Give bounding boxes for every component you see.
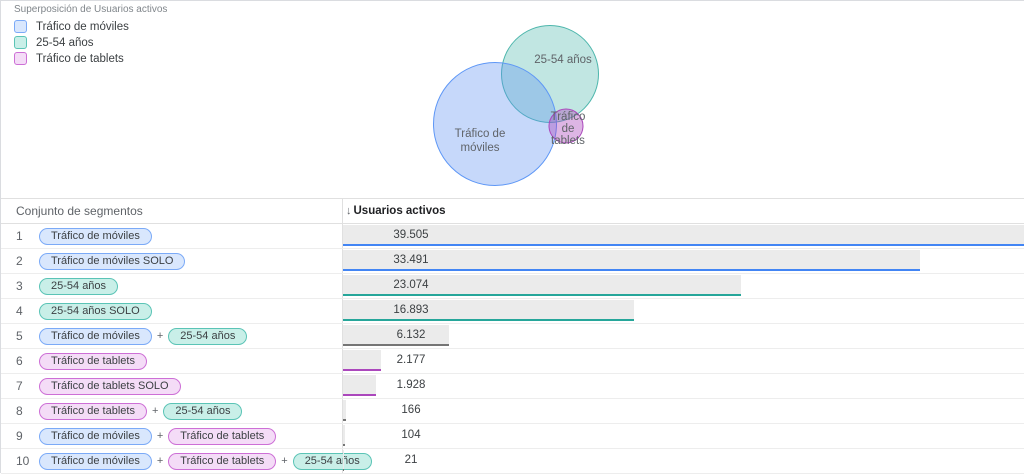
value-label: 6.132 — [343, 324, 479, 347]
venn-circle-trafico-de-moviles[interactable] — [434, 63, 557, 186]
plus-separator: + — [281, 455, 287, 467]
value-label: 166 — [343, 399, 479, 422]
segment-chip[interactable]: 25-54 años SOLO — [39, 303, 152, 320]
value-label: 39.505 — [343, 224, 479, 247]
legend-item-label: Tráfico de móviles — [36, 21, 129, 33]
row-index: 7 — [1, 379, 39, 393]
segment-chip[interactable]: Tráfico de tablets — [39, 403, 147, 420]
value-cell: 33.491 — [343, 249, 1024, 273]
plus-separator: + — [152, 405, 158, 417]
value-label: 21 — [343, 449, 479, 472]
value-cell: 21 — [343, 449, 1024, 473]
legend-swatch-icon — [14, 20, 27, 33]
value-cell: 23.074 — [343, 274, 1024, 298]
value-cell: 39.505 — [343, 224, 1024, 248]
segment-chip[interactable]: Tráfico de tablets — [168, 428, 276, 445]
legend-title: Superposición de Usuarios activos — [14, 4, 167, 15]
segment-chip[interactable]: Tráfico de tablets SOLO — [39, 378, 181, 395]
value-label: 16.893 — [343, 299, 479, 322]
value-cell: 166 — [343, 399, 1024, 423]
plus-separator: + — [157, 455, 163, 467]
value-cell: 16.893 — [343, 299, 1024, 323]
sort-descending-icon[interactable]: ↓ — [346, 205, 352, 217]
row-index: 8 — [1, 404, 39, 418]
plus-separator: + — [157, 430, 163, 442]
row-index: 9 — [1, 429, 39, 443]
legend-items: Tráfico de móviles 25-54 años Tráfico de t… — [14, 20, 167, 65]
column-header-segments: Conjunto de segmentos — [1, 199, 343, 223]
table-header: Conjunto de segmentos ↓ Usuarios activos — [1, 199, 1024, 224]
row-index: 10 — [1, 454, 39, 468]
segment-chip[interactable]: Tráfico de tablets — [168, 453, 276, 470]
value-label: 2.177 — [343, 349, 479, 372]
legend-item[interactable]: Tráfico de móviles — [14, 20, 167, 33]
row-index: 6 — [1, 354, 39, 368]
segment-chip[interactable]: Tráfico de móviles — [39, 328, 152, 345]
row-index: 5 — [1, 329, 39, 343]
legend-item-label: Tráfico de tablets — [36, 53, 124, 65]
segment-chip[interactable]: Tráfico de móviles — [39, 428, 152, 445]
value-label: 104 — [343, 424, 479, 447]
row-index: 1 — [1, 229, 39, 243]
segment-chip[interactable]: 25-54 años — [168, 328, 247, 345]
chart-legend: Superposición de Usuarios activos Tráfic… — [14, 4, 167, 68]
plus-separator: + — [157, 330, 163, 342]
legend-item-label: 25-54 años — [36, 37, 94, 49]
segment-chip[interactable]: Tráfico de tablets — [39, 353, 147, 370]
segment-chip[interactable]: 25-54 años — [163, 403, 242, 420]
segment-chip[interactable]: Tráfico de móviles — [39, 228, 152, 245]
value-label: 1.928 — [343, 374, 479, 397]
value-cell: 1.928 — [343, 374, 1024, 398]
legend-swatch-icon — [14, 52, 27, 65]
segment-chip[interactable]: Tráfico de móviles SOLO — [39, 253, 185, 270]
venn-label-25-54-anos: 25-54 años — [534, 54, 592, 66]
row-index: 3 — [1, 279, 39, 293]
segment-chip[interactable]: 25-54 años — [39, 278, 118, 295]
overlap-chart-area: Superposición de Usuarios activos Tráfic… — [1, 1, 1024, 199]
legend-item[interactable]: Tráfico de tablets — [14, 52, 167, 65]
column-header-active-users-label: Usuarios activos — [354, 205, 446, 217]
segment-chip[interactable]: Tráfico de móviles — [39, 453, 152, 470]
value-cell: 2.177 — [343, 349, 1024, 373]
row-index: 2 — [1, 254, 39, 268]
column-header-active-users[interactable]: ↓ Usuarios activos — [343, 199, 1024, 223]
legend-item[interactable]: 25-54 años — [14, 36, 167, 49]
legend-swatch-icon — [14, 36, 27, 49]
value-label: 23.074 — [343, 274, 479, 297]
row-index: 4 — [1, 304, 39, 318]
value-label: 33.491 — [343, 249, 479, 272]
value-cell: 104 — [343, 424, 1024, 448]
value-cell: 6.132 — [343, 324, 1024, 348]
